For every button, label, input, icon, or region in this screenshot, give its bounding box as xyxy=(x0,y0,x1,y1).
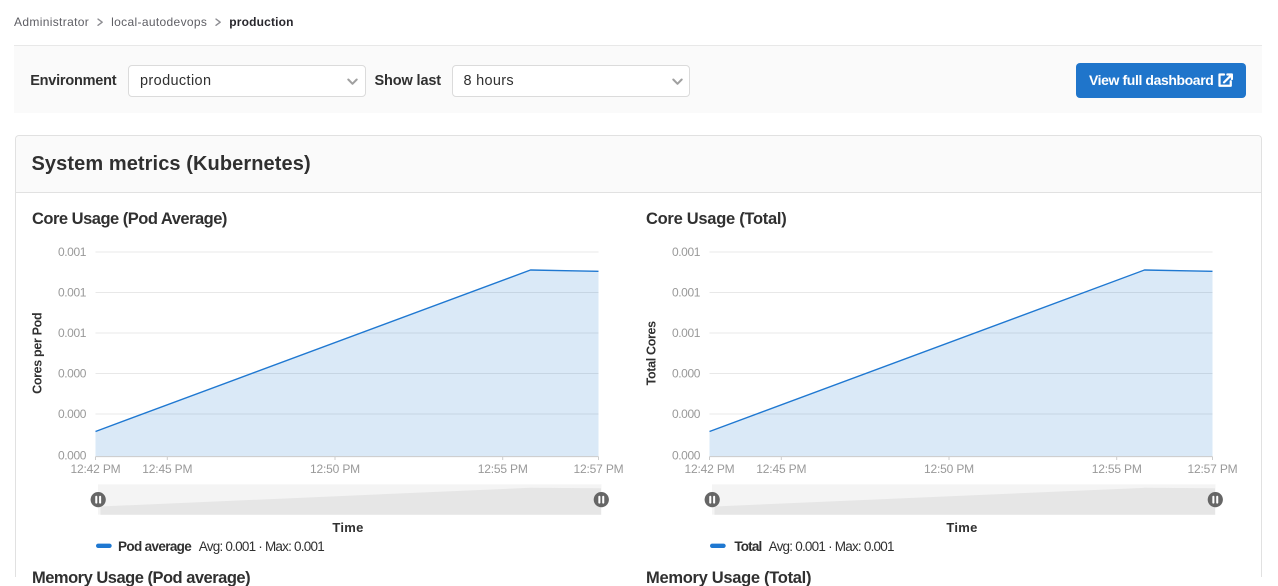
svg-text:12:55 PM: 12:55 PM xyxy=(1092,462,1142,476)
svg-text:0.001: 0.001 xyxy=(672,326,701,340)
svg-text:Pod average: Pod average xyxy=(118,539,192,554)
svg-text:12:42 PM: 12:42 PM xyxy=(684,462,734,476)
svg-text:0.001: 0.001 xyxy=(672,286,701,300)
svg-text:0.000: 0.000 xyxy=(672,367,701,381)
svg-text:0.001: 0.001 xyxy=(57,326,86,340)
svg-text:Cores per Pod: Cores per Pod xyxy=(32,313,45,394)
svg-text:12:45 PM: 12:45 PM xyxy=(142,462,192,476)
svg-text:Core Usage (Total): Core Usage (Total) xyxy=(646,210,786,228)
svg-text:0.001: 0.001 xyxy=(57,245,86,259)
svg-text:0.000: 0.000 xyxy=(57,448,86,462)
svg-text:0.000: 0.000 xyxy=(57,367,86,381)
svg-text:0.000: 0.000 xyxy=(672,448,701,462)
svg-text:12:42 PM: 12:42 PM xyxy=(70,462,120,476)
svg-text:Avg: 0.001 · Max: 0.001: Avg: 0.001 · Max: 0.001 xyxy=(198,539,323,554)
svg-text:12:57 PM: 12:57 PM xyxy=(1187,462,1237,476)
svg-text:Memory Usage (Pod average): Memory Usage (Pod average) xyxy=(32,569,250,586)
svg-text:Time: Time xyxy=(946,520,977,535)
svg-text:0.001: 0.001 xyxy=(672,245,701,259)
svg-text:12:45 PM: 12:45 PM xyxy=(756,462,806,476)
svg-text:12:50 PM: 12:50 PM xyxy=(924,462,974,476)
svg-text:Memory Usage (Total): Memory Usage (Total) xyxy=(646,569,811,586)
svg-text:0.000: 0.000 xyxy=(672,407,701,421)
svg-text:12:57 PM: 12:57 PM xyxy=(573,462,623,476)
svg-text:0.001: 0.001 xyxy=(57,286,86,300)
svg-text:12:50 PM: 12:50 PM xyxy=(309,462,359,476)
svg-text:12:55 PM: 12:55 PM xyxy=(477,462,527,476)
svg-text:Core Usage (Pod Average): Core Usage (Pod Average) xyxy=(32,210,227,228)
svg-text:Avg: 0.001 · Max: 0.001: Avg: 0.001 · Max: 0.001 xyxy=(769,539,894,554)
svg-text:Time: Time xyxy=(332,520,363,535)
svg-text:Total: Total xyxy=(734,539,761,554)
svg-text:Total Cores: Total Cores xyxy=(646,321,659,386)
svg-text:0.000: 0.000 xyxy=(57,407,86,421)
